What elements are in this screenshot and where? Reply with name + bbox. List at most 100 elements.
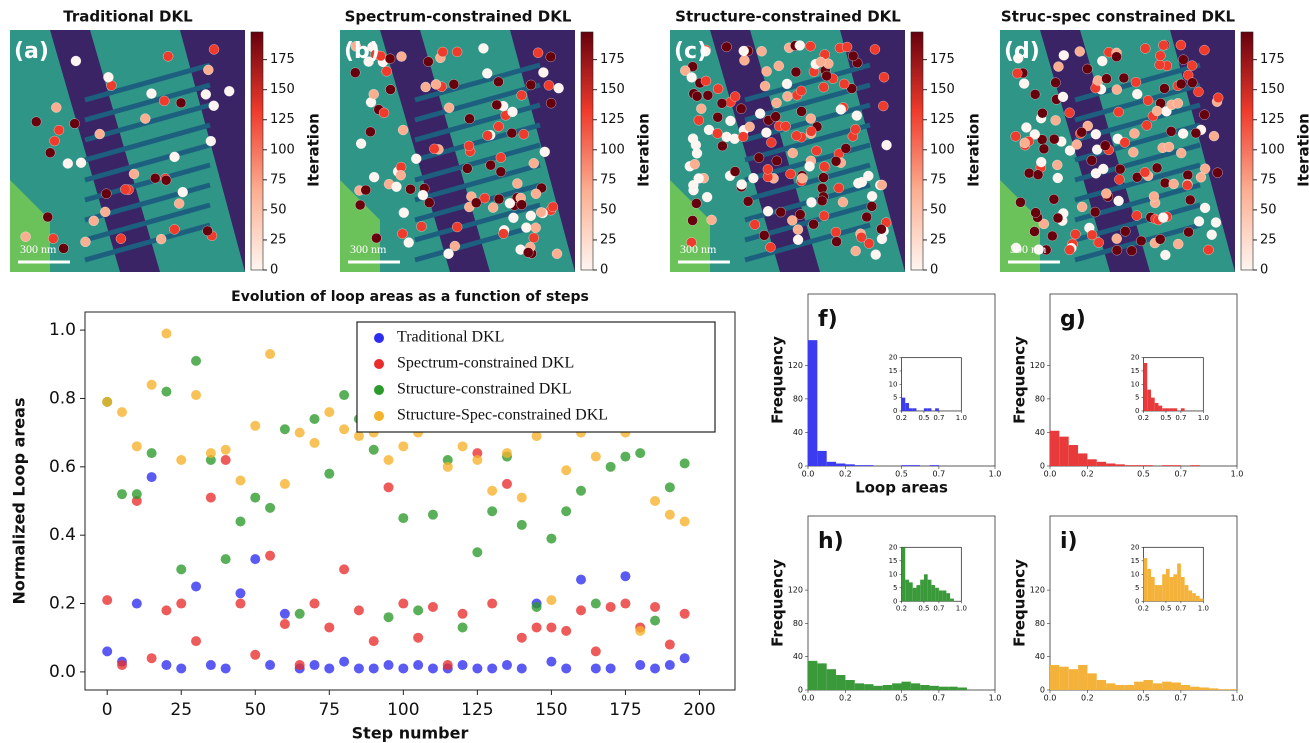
sample-point [350,67,361,78]
y-tick-label: 80 [793,394,803,403]
scatter-point [457,622,468,633]
sample-point [437,46,448,58]
scatter-point [457,608,468,619]
x-tick-label: 0.5 [1137,470,1150,479]
hist-bar [1059,666,1069,690]
hist-bar [935,587,939,602]
scatter-point [546,533,557,544]
sample-point [528,158,539,169]
hist-bar [1162,681,1172,690]
dark-band [340,180,380,272]
sample-point [818,82,829,93]
hist-bar [931,585,936,602]
scatter-point [176,564,187,575]
sample-point [405,184,416,195]
y-tick-label: 20 [889,354,898,362]
panel-title: Spectrum-constrained DKL [345,8,572,26]
scatter-point [205,492,216,503]
hist-bar [854,465,865,466]
sample-point [1136,235,1147,247]
sample-point [75,157,87,168]
sample-point [835,104,846,115]
colorbar-tick-label: 100 [270,142,295,157]
sample-point [1186,60,1198,71]
sample-point [848,50,859,62]
sample-point [20,231,31,242]
sample-point [94,128,105,140]
sample-point [833,182,844,194]
sample-point [1159,177,1171,189]
sample-point [759,80,771,92]
colorbar-tick-label: 25 [600,232,617,247]
sample-point [48,233,59,244]
colorbar-label: Iteration [965,113,983,187]
sample-point [1193,216,1205,227]
scatter-point [501,448,512,459]
dark-band [710,30,820,272]
y-tick-label: 15 [889,367,898,375]
stripe [414,202,541,243]
hist-bar [1134,681,1144,690]
scatter-point [324,622,335,633]
scatter-point [442,660,453,671]
hist-bar [910,683,921,690]
scatter-point [176,598,187,609]
sample-point [493,76,504,87]
scatter-point [487,663,498,674]
sample-point [762,164,774,175]
scatter-point [279,478,290,489]
sample-point [1155,234,1166,245]
sample-point [787,147,798,159]
scatter-point [516,519,527,530]
sample-point [368,89,379,100]
scatter-point [339,424,350,435]
sample-point [765,242,776,253]
scatter-point [561,625,572,636]
hist-bar [1106,683,1116,690]
sample-point [876,223,887,235]
scatter-point [413,605,424,616]
y-tick-label: 15 [1131,557,1140,565]
sample-point [539,146,550,157]
colorbar-tick-label: 0 [270,263,278,278]
scatter-point [620,598,631,609]
sample-point [1111,51,1122,62]
sample-point [1176,78,1187,90]
hist-bar [927,408,932,411]
hist-bar [1162,465,1172,466]
sample-point [700,75,712,87]
sample-point [770,111,781,122]
sample-point [821,70,832,82]
panel-tag: (d) [1004,39,1040,64]
scatter-point [324,407,335,418]
sample-point [536,207,547,218]
x-tick-label: 25 [170,700,192,720]
sample-point [391,181,402,192]
sample-point [795,209,806,220]
scatter-point [546,622,557,633]
scatter-point [561,465,572,476]
sample-point [846,83,857,94]
sample-point [1158,40,1169,51]
sample-point [1064,107,1075,118]
sample-point [1131,210,1142,221]
scatter-point [191,390,202,401]
hist-bar [901,681,911,690]
scatter-point [576,574,587,585]
x-tick-label: 0.2 [1081,470,1094,479]
sample-point [1114,174,1125,185]
scatter-point [309,598,320,609]
hist-bar [1218,689,1228,690]
sample-point [1010,242,1022,254]
y-tick-label: 10 [1131,380,1140,388]
sample-point [805,41,816,52]
sample-point [1206,229,1217,240]
sample-point [482,130,493,141]
sample-point [208,44,220,55]
colorbar-tick-label: 125 [600,112,625,127]
sample-point [1158,212,1169,223]
sample-point [1177,128,1189,139]
sample-point [429,143,440,154]
scatter-point [398,513,409,524]
sample-point [737,131,749,142]
